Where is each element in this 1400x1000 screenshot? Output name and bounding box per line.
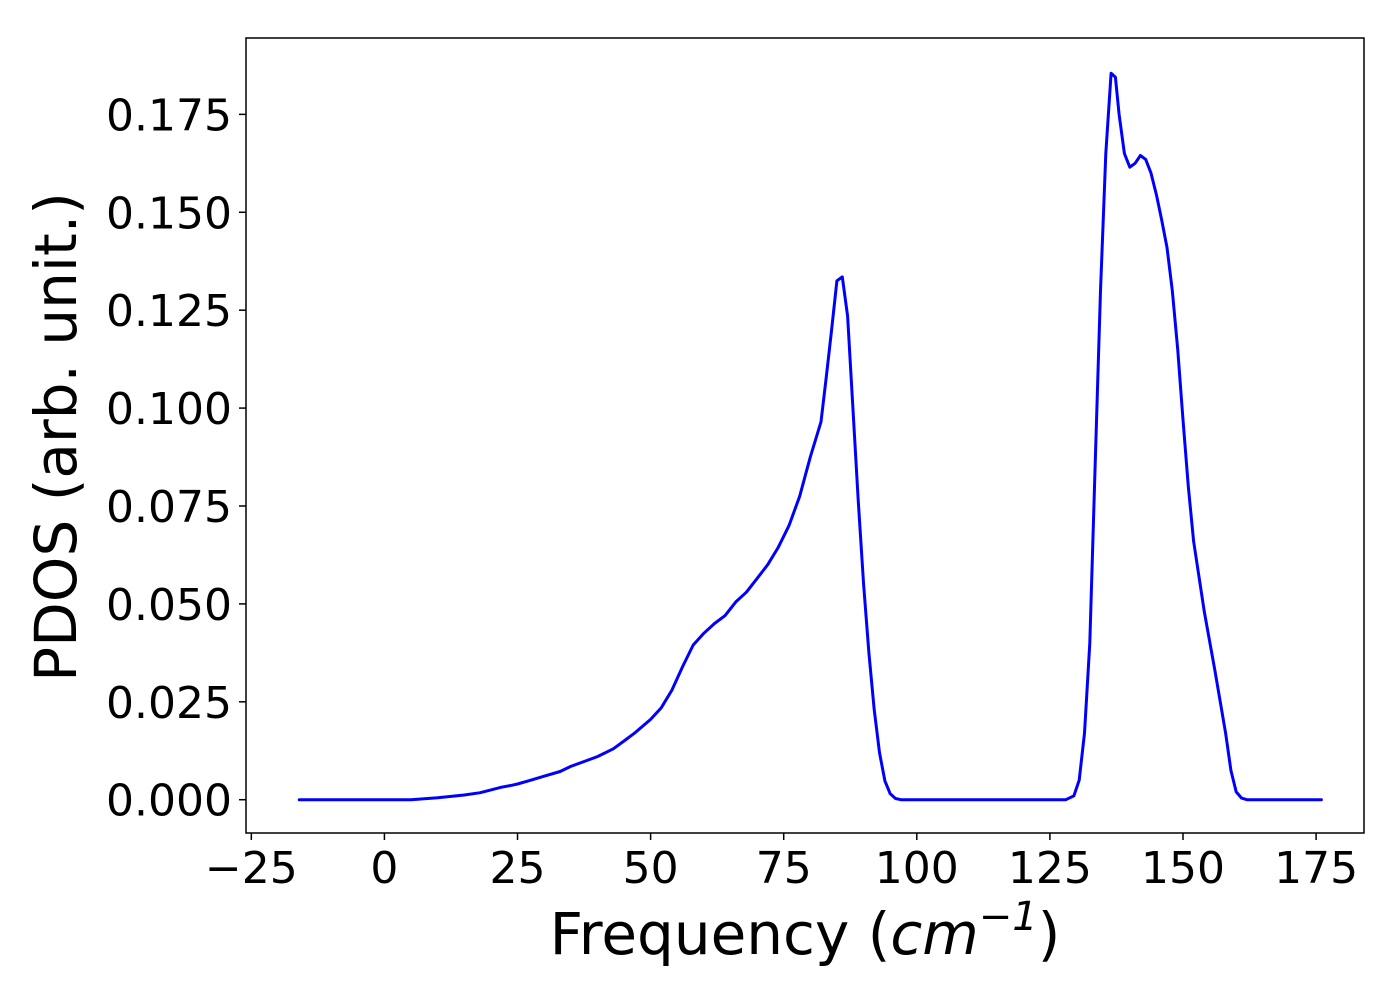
x-axis-unit-exponent: −1 <box>979 894 1038 940</box>
x-tick-label: 125 <box>1008 843 1092 894</box>
x-axis-ticks: −25 0 25 50 75 100 125 150 175 <box>205 833 1358 894</box>
x-axis-unit-base: cm <box>890 900 978 968</box>
x-tick-label: −25 <box>205 843 298 894</box>
x-tick-label: 75 <box>756 843 812 894</box>
x-tick-label: 50 <box>623 843 679 894</box>
x-tick-label: 0 <box>370 843 398 894</box>
y-axis-title: PDOS (arb. unit.) <box>22 192 90 682</box>
x-tick-label: 175 <box>1274 843 1358 894</box>
y-tick-label: 0.025 <box>106 678 232 729</box>
plot-frame <box>245 37 1365 834</box>
x-tick-label: 150 <box>1141 843 1225 894</box>
y-tick-label: 0.175 <box>106 90 232 141</box>
x-axis-title-text: Frequency <box>550 900 850 968</box>
y-tick-label: 0.125 <box>106 286 232 337</box>
x-tick-label: 100 <box>875 843 959 894</box>
y-tick-label: 0.000 <box>106 776 232 827</box>
y-axis-ticks: 0.000 0.025 0.050 0.075 0.100 0.125 0.150 0.175 <box>106 90 246 827</box>
y-tick-label: 0.100 <box>106 384 232 435</box>
x-axis-title: Frequency (cm−1) <box>550 894 1061 968</box>
series-line-0 <box>297 71 1323 802</box>
plot-area <box>245 37 1365 834</box>
y-tick-label: 0.075 <box>106 482 232 533</box>
y-tick-label: 0.150 <box>106 188 232 239</box>
x-tick-label: 25 <box>490 843 546 894</box>
y-tick-label: 0.050 <box>106 580 232 631</box>
